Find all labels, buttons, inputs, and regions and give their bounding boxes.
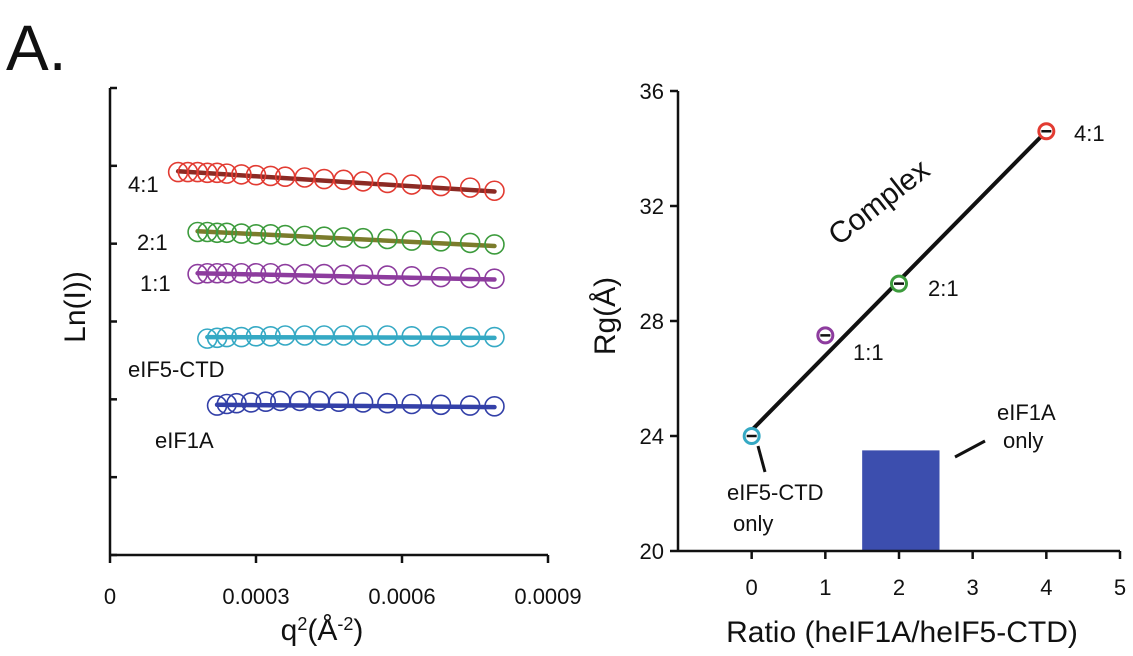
left-series-label-1: 2:1 <box>137 230 168 255</box>
left-x-axis-title-close: ) <box>353 614 363 647</box>
right-x-tick-label: 2 <box>893 575 905 600</box>
point-label-eif5ctd: eIF5-CTD <box>727 480 824 505</box>
right-y-tick-label: 28 <box>640 309 664 334</box>
left-series-point-4 <box>378 394 397 413</box>
right-y-axis-title-prefix: Rg( <box>589 307 622 355</box>
right-x-tick-label: 0 <box>746 575 758 600</box>
right-y-tick-label: 20 <box>640 539 664 564</box>
left-series-label-2: 1:1 <box>140 271 171 296</box>
eif5ctd-only-pointer <box>758 446 765 472</box>
left-series-point-4 <box>354 393 373 412</box>
left-x-axis-title-unit: (Å <box>307 614 337 647</box>
right-y-tick-label: 36 <box>640 79 664 104</box>
left-x-tick-label: 0.0009 <box>514 584 581 609</box>
point-label-eif5ctd-only: only <box>733 511 773 536</box>
right-x-axis-title: Ratio (heIF1A/heIF5-CTD) <box>726 616 1078 649</box>
left-series-point-4 <box>402 395 421 414</box>
right-x-tick-label: 1 <box>819 575 831 600</box>
right-x-tick-label: 3 <box>967 575 979 600</box>
left-axes <box>110 88 548 563</box>
eif1a-only-bar <box>862 441 985 551</box>
left-series-label-0: 4:1 <box>128 172 159 197</box>
panel-label: A. <box>6 12 66 84</box>
right-x-tick-label: 4 <box>1040 575 1052 600</box>
point-label-4-1: 4:1 <box>1074 121 1105 146</box>
left-series-label-3: eIF5-CTD <box>128 357 225 382</box>
eif1a-only-pointer <box>955 441 985 457</box>
point-label-1-1: 1:1 <box>853 340 884 365</box>
left-x-tick-label: 0.0003 <box>222 584 289 609</box>
left-x-axis-title-superscript: 2 <box>297 614 307 634</box>
right-y-axis-title: Rg(Å) <box>589 277 622 355</box>
left-x-axis-title-base: q <box>281 614 298 647</box>
left-series-point-4 <box>329 392 348 411</box>
complex-label: Complex <box>822 153 936 252</box>
right-chart-rg-vs-ratio: 20 24 28 32 36 0 1 2 3 4 5 eIF5-CTD only 1:1 2:1 4:1 R… <box>589 79 1126 649</box>
eif1a-only-label-line2: only <box>1003 428 1043 453</box>
right-y-tick-label: 32 <box>640 194 664 219</box>
left-chart-guinier-plot: 0 0.0003 0.0006 0.0009 4:1 2:1 1:1 eIF5-CTD eIF… <box>59 88 582 647</box>
left-series-label-4: eIF1A <box>155 428 214 453</box>
left-x-axis-title-unit-superscript: -2 <box>337 614 353 634</box>
left-x-tick-label: 0.0006 <box>368 584 435 609</box>
right-x-tick-label: 5 <box>1114 575 1126 600</box>
left-fit-lines <box>178 171 494 407</box>
eif1a-only-block <box>862 450 939 551</box>
eif1a-only-label-line1: eIF1A <box>997 400 1056 425</box>
right-y-axis-title-unit: Å <box>589 287 622 307</box>
right-y-axis-title-suffix: ) <box>589 277 622 287</box>
left-y-axis-title: Ln(I)) <box>59 271 92 343</box>
left-tick-labels: 0 0.0003 0.0006 0.0009 <box>104 584 582 609</box>
right-y-tick-label: 24 <box>640 424 664 449</box>
left-x-axis-title: q2(Å-2) <box>281 614 364 647</box>
point-label-2-1: 2:1 <box>928 276 959 301</box>
left-x-tick-label: 0 <box>104 584 116 609</box>
